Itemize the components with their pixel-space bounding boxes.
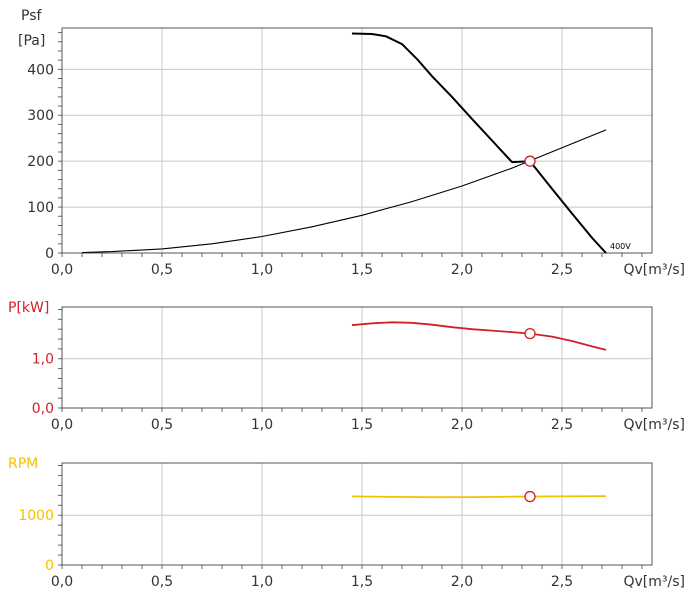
panel-power-x-tick-label: 0,0 <box>51 417 73 433</box>
panel-speed-x-tick-label: 2,0 <box>451 574 473 590</box>
panel-pressure-y-tick-label: 0 <box>45 246 54 262</box>
panel-pressure-frame <box>61 27 653 254</box>
panel-power-x-tick-label: 1,5 <box>351 417 373 433</box>
panel-power-y-tick-label: 0,0 <box>32 401 54 417</box>
panel-speed-x-tick-label: 0,5 <box>151 574 173 590</box>
panel-speed-y-tick-label: 0 <box>45 558 54 574</box>
panel-speed-frame <box>61 462 653 566</box>
panel-speed-x-tick-label: 2,5 <box>551 574 573 590</box>
panel-speed-x-tick-label: 1,0 <box>251 574 273 590</box>
panel-speed-operating-point <box>524 490 536 503</box>
panel-speed-series-line-0 <box>351 495 607 499</box>
panel-pressure-x-tick-label: 0,5 <box>151 262 173 278</box>
panel-power-x-tick-label: 2,5 <box>551 417 573 433</box>
panel-pressure-y-axis-title: Psf <box>21 8 42 24</box>
panel-speed-y-tick-label: 1000 <box>18 508 54 524</box>
panel-power-x-tick-label: 1,0 <box>251 417 273 433</box>
panel-pressure-x-tick-label: 0,0 <box>51 262 73 278</box>
panel-power-y-tick-label: 1,0 <box>32 352 54 368</box>
panel-power-frame <box>61 306 653 409</box>
panel-pressure-y-tick-label: 100 <box>27 200 54 216</box>
panel-pressure-x-tick-label: 2,5 <box>551 262 573 278</box>
panel-pressure-series-line-1 <box>81 129 607 254</box>
panel-speed-y-axis-title: RPM <box>8 456 38 472</box>
panel-power-x-tick-label: 2,0 <box>451 417 473 433</box>
panel-pressure-x-tick-label: 1,0 <box>251 262 273 278</box>
panel-pressure-x-tick-label: 1,5 <box>351 262 373 278</box>
panel-power-series-line-0 <box>351 321 607 351</box>
panel-power-y-axis-title: P[kW] <box>8 300 49 316</box>
panel-pressure-x-axis-title: Qv[m³/s] <box>624 262 686 278</box>
panel-pressure-series-line-0 <box>351 32 607 254</box>
panel-pressure-y-tick-label: 400 <box>27 62 54 78</box>
panel-speed-x-axis-title: Qv[m³/s] <box>624 574 686 590</box>
panel-speed-x-tick-label: 0,0 <box>51 574 73 590</box>
panel-power-x-tick-label: 0,5 <box>151 417 173 433</box>
panel-pressure-operating-point <box>524 155 536 167</box>
panel-pressure-y-tick-label: 200 <box>27 154 54 170</box>
panel-pressure-y-axis-title: [Pa] <box>18 33 45 49</box>
panel-pressure-y-tick-label: 300 <box>27 108 54 124</box>
panel-power-x-axis-title: Qv[m³/s] <box>624 417 686 433</box>
panel-power-operating-point <box>524 327 536 340</box>
panel-pressure-series-label-0: 400V <box>610 242 631 251</box>
panel-speed-x-tick-label: 1,5 <box>351 574 373 590</box>
panel-pressure-x-tick-label: 2,0 <box>451 262 473 278</box>
